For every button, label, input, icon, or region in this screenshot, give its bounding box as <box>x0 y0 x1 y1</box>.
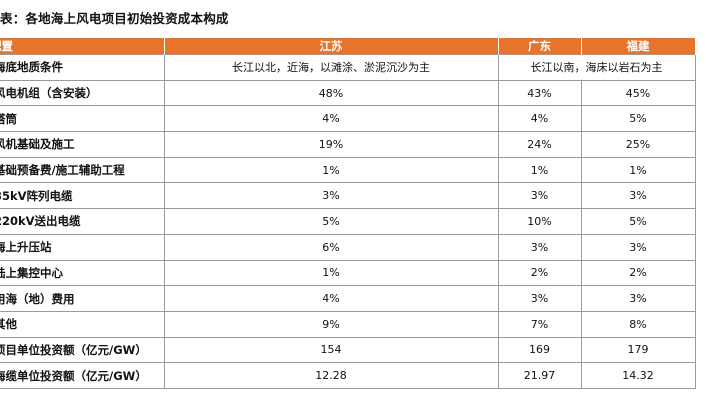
cell-jiangsu: 9% <box>163 310 498 338</box>
investment-cost-table: 配置 江苏 广东 福建 海底地质条件 长江以北，近海，以滩涂、淤泥沉沙为主 长江… <box>0 38 696 389</box>
row-label: 用海（地）费用 <box>0 285 164 312</box>
row-label: 海上升压站 <box>0 233 164 260</box>
table-row: 海上升压站 6% 3% 3% <box>0 233 696 260</box>
cell-jiangsu: 5% <box>163 208 498 235</box>
cell-guangdong: 3% <box>497 233 581 260</box>
cell-jiangsu: 1% <box>163 156 498 183</box>
row-label: 风机基础及施工 <box>0 131 164 158</box>
cell-guangdong: 10% <box>497 208 581 235</box>
header-jiangsu: 江苏 <box>164 38 499 55</box>
cell-fujian: 179 <box>580 336 696 363</box>
table-row: 基础预备费/施工辅助工程 1% 1% 1% <box>0 156 696 183</box>
cell-guangdong: 7% <box>497 310 581 338</box>
row-label: 35kV阵列电缆 <box>0 182 164 209</box>
cell-fujian: 1% <box>580 156 696 183</box>
table-row: 风机基础及施工 19% 24% 25% <box>0 131 696 158</box>
cell-guangdong: 43% <box>497 79 581 106</box>
row-label: 基础预备费/施工辅助工程 <box>0 156 164 183</box>
table-row: 35kV阵列电缆 3% 3% 3% <box>0 182 696 209</box>
cell-fujian: 14.32 <box>580 362 696 389</box>
row-label: 220kV送出电缆 <box>0 208 164 235</box>
table-row: 陆上集控中心 1% 2% 2% <box>0 259 696 286</box>
cell-jiangsu: 154 <box>163 336 498 363</box>
cell-fujian: 3% <box>580 233 696 260</box>
header-guangdong: 广东 <box>498 38 582 55</box>
cell-jiangsu: 6% <box>163 233 498 260</box>
table-header-row: 配置 江苏 广东 福建 <box>0 38 696 55</box>
row-label: 其他 <box>0 310 164 338</box>
row-label: 海缆单位投资额（亿元/GW） <box>0 362 164 389</box>
cell-jiangsu: 19% <box>163 131 498 158</box>
cell-jiangsu: 12.28 <box>163 362 498 389</box>
cell-jiangsu: 4% <box>163 285 498 312</box>
cell-fujian: 5% <box>580 105 696 132</box>
cell-guangdong: 3% <box>497 285 581 312</box>
table-row: 海缆单位投资额（亿元/GW） 12.28 21.97 14.32 <box>0 362 696 389</box>
row-label: 塔筒 <box>0 105 164 132</box>
cell-fujian: 25% <box>580 131 696 158</box>
row-label: 陆上集控中心 <box>0 259 164 286</box>
header-config: 配置 <box>0 38 165 55</box>
cell-jiangsu: 1% <box>163 259 498 286</box>
table-row: 用海（地）费用 4% 3% 3% <box>0 285 696 312</box>
row-label: 海底地质条件 <box>0 54 164 81</box>
cell-fujian: 3% <box>580 182 696 209</box>
cell-jiangsu: 长江以北，近海，以滩涂、淤泥沉沙为主 <box>163 54 498 81</box>
cell-guangdong: 3% <box>497 182 581 209</box>
cell-fujian: 8% <box>580 310 696 338</box>
cell-jiangsu: 4% <box>163 105 498 132</box>
row-label: 项目单位投资额（亿元/GW） <box>0 336 164 363</box>
table-row: 220kV送出电缆 5% 10% 5% <box>0 208 696 235</box>
cell-guangdong: 21.97 <box>497 362 581 389</box>
cell-fujian: 5% <box>580 208 696 235</box>
cell-guangdong: 2% <box>497 259 581 286</box>
row-label: 风电机组（含安装） <box>0 79 164 106</box>
table-row: 塔筒 4% 4% 5% <box>0 105 696 132</box>
cell-guangdong: 1% <box>497 156 581 183</box>
cell-fujian: 2% <box>580 259 696 286</box>
table-row: 海底地质条件 长江以北，近海，以滩涂、淤泥沉沙为主 长江以南，海床以岩石为主 <box>0 54 696 81</box>
cell-guangdong: 24% <box>497 131 581 158</box>
cell-guangdong: 4% <box>497 105 581 132</box>
table-title: 表：各地海上风电项目初始投资成本构成 <box>0 11 229 26</box>
cell-jiangsu: 3% <box>163 182 498 209</box>
table-row: 其他 9% 7% 8% <box>0 310 696 338</box>
cell-fujian: 45% <box>580 79 696 106</box>
cell-fujian: 3% <box>580 285 696 312</box>
header-fujian: 福建 <box>581 38 696 55</box>
cell-guangdong-fujian: 长江以南，海床以岩石为主 <box>497 54 696 81</box>
table-row: 风电机组（含安装） 48% 43% 45% <box>0 79 696 106</box>
cell-guangdong: 169 <box>497 336 581 363</box>
cell-jiangsu: 48% <box>163 79 498 106</box>
table-row: 项目单位投资额（亿元/GW） 154 169 179 <box>0 336 696 363</box>
